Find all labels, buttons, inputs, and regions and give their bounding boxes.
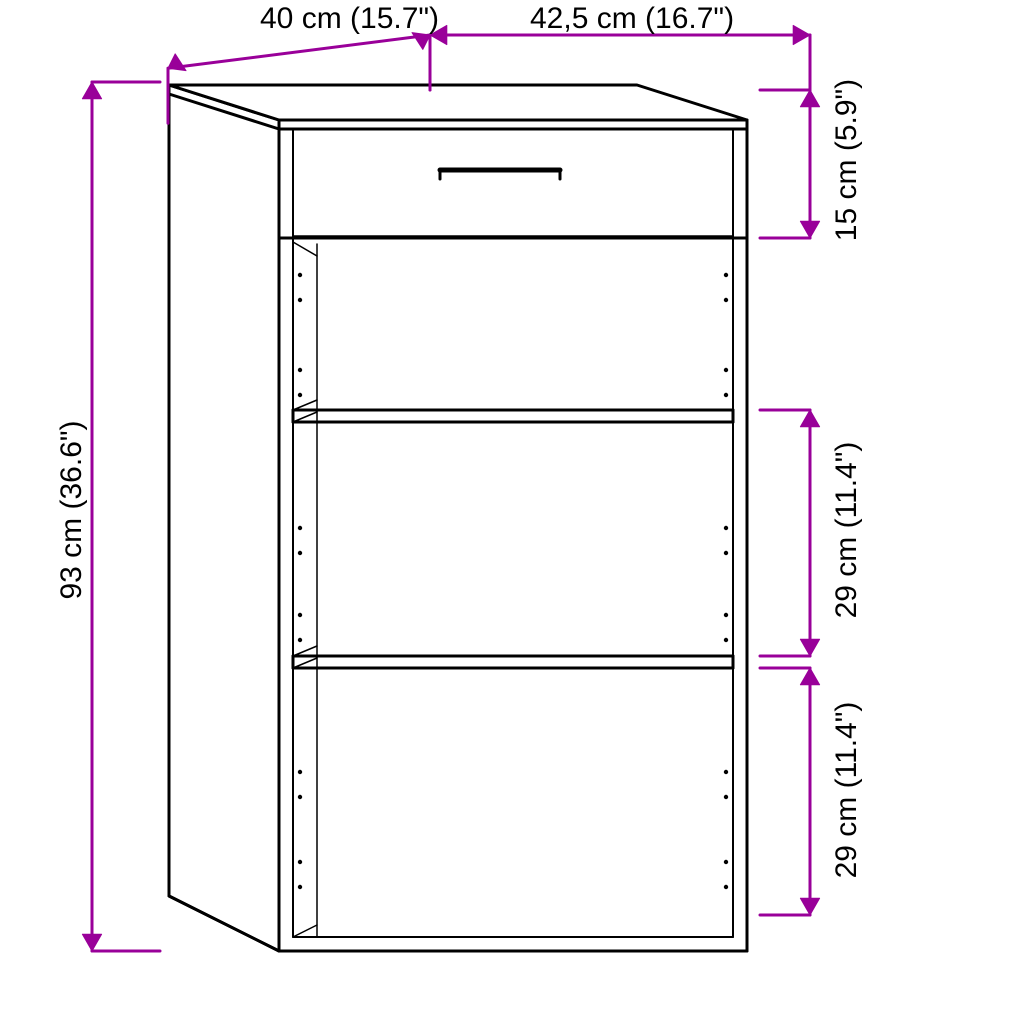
dim-drawer-height-label: 15 cm (5.9"): [830, 79, 864, 241]
technical-drawing-svg: [0, 0, 1024, 1024]
dim-shelf-mid-label: 29 cm (11.4"): [830, 442, 864, 619]
diagram-stage: 40 cm (15.7") 42,5 cm (16.7") 93 cm (36.…: [0, 0, 1024, 1024]
dim-shelf-low-label: 29 cm (11.4"): [830, 702, 864, 879]
dim-depth-label: 40 cm (15.7"): [260, 2, 439, 36]
dim-height-label: 93 cm (36.6"): [55, 420, 89, 599]
dim-width-label: 42,5 cm (16.7"): [530, 2, 734, 36]
